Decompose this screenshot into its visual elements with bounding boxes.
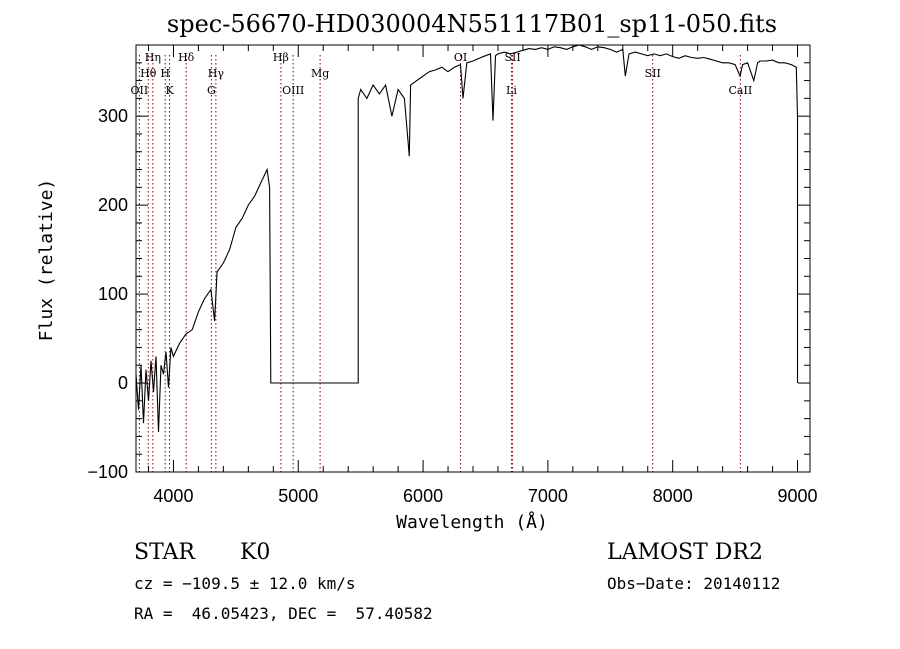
line-label: OII (131, 84, 149, 97)
radial-velocity: cz = −109.5 ± 12.0 km/s (134, 574, 356, 593)
line-annotations: OII Hθ Hη HK Hδ G Hγ Hβ OIII Mg OI SII Li SII CaII (131, 51, 753, 472)
x-tick-label: 4000 (153, 486, 193, 506)
y-axis-label: Flux (relative) (36, 179, 57, 342)
line-label: Hδ (178, 51, 195, 64)
chart-title: spec-56670-HD030004N551117B01_sp11-050.f… (167, 10, 777, 38)
spectrum-line (135, 44, 799, 433)
line-label: G (207, 84, 216, 97)
survey-name: LAMOST DR2 (607, 540, 763, 565)
object-class: STAR (134, 540, 195, 565)
line-label: Hθ (140, 67, 157, 80)
plot-frame (135, 44, 811, 473)
line-label: K (165, 84, 174, 97)
x-tick-label: 8000 (653, 486, 693, 506)
coordinates: RA = 46.05423, DEC = 57.40582 (134, 604, 433, 623)
line-label: Hβ (273, 51, 289, 64)
y-tick-label: 0 (118, 373, 128, 393)
x-tick-label: 7000 (528, 486, 568, 506)
line-label: SII (504, 51, 520, 64)
line-label: Hγ (208, 67, 225, 80)
x-tick-label: 5000 (278, 486, 318, 506)
line-label: CaII (729, 84, 753, 97)
y-axis-ticks: −100 0 100 200 300 (87, 62, 810, 482)
line-label: H (160, 67, 170, 80)
observation-date: Obs−Date: 20140112 (607, 574, 781, 593)
spectral-subclass: K0 (240, 540, 271, 565)
y-tick-label: −100 (87, 462, 128, 482)
x-tick-label: 6000 (403, 486, 443, 506)
y-tick-label: 300 (98, 106, 128, 126)
y-tick-label: 100 (98, 284, 128, 304)
y-tick-label: 200 (98, 195, 128, 215)
line-label: OI (454, 51, 467, 64)
x-axis-label: Wavelength (Å) (396, 511, 548, 533)
x-tick-label: 9000 (777, 486, 817, 506)
line-label: Li (506, 84, 517, 97)
line-label: Mg (311, 67, 329, 80)
line-label: SII (645, 67, 661, 80)
line-label: Hη (145, 51, 161, 64)
line-label: OIII (282, 84, 304, 97)
x-axis-ticks: 4000 5000 6000 7000 8000 9000 (147, 45, 818, 506)
